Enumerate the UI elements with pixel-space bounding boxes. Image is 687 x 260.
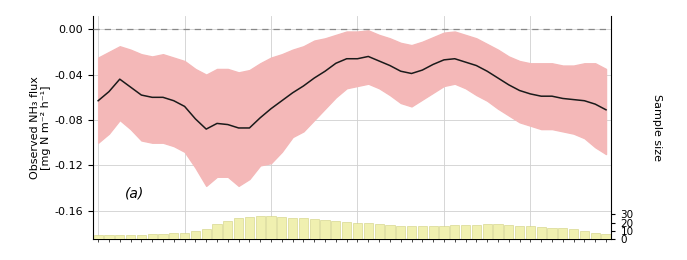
Bar xyxy=(191,231,200,239)
Bar xyxy=(201,229,211,239)
Bar xyxy=(363,223,373,239)
Bar xyxy=(429,226,438,239)
Bar xyxy=(115,235,124,239)
Bar xyxy=(148,234,157,239)
Bar xyxy=(569,229,578,239)
Bar xyxy=(591,232,600,239)
Bar xyxy=(320,220,330,239)
Bar xyxy=(342,222,351,239)
Bar xyxy=(310,219,319,239)
Bar xyxy=(212,224,222,239)
Bar xyxy=(472,225,481,239)
Bar xyxy=(234,218,243,239)
Bar xyxy=(450,225,460,239)
Bar xyxy=(104,235,113,239)
Bar xyxy=(331,221,341,239)
Bar xyxy=(601,234,611,239)
Bar xyxy=(267,216,275,239)
Bar xyxy=(418,226,427,239)
Bar xyxy=(396,226,405,239)
Bar xyxy=(493,224,503,239)
Bar xyxy=(93,235,103,239)
Bar xyxy=(407,226,416,239)
Bar xyxy=(374,224,384,239)
Bar xyxy=(580,231,589,239)
Bar xyxy=(548,228,556,239)
Bar xyxy=(288,218,297,239)
Bar xyxy=(180,232,189,239)
Y-axis label: Observed NH₃ flux
[mg N m⁻² h⁻¹]: Observed NH₃ flux [mg N m⁻² h⁻¹] xyxy=(30,76,52,179)
Bar xyxy=(245,217,254,239)
Bar xyxy=(526,226,535,239)
Bar xyxy=(126,235,135,239)
Bar xyxy=(461,225,470,239)
Bar xyxy=(504,225,513,239)
Bar xyxy=(137,235,146,239)
Y-axis label: Sample size: Sample size xyxy=(652,94,662,161)
Bar xyxy=(482,224,492,239)
Bar xyxy=(537,227,545,239)
Bar xyxy=(256,216,264,239)
Bar xyxy=(223,221,232,239)
Bar xyxy=(440,226,449,239)
Bar xyxy=(169,233,179,239)
Bar xyxy=(385,225,394,239)
Bar xyxy=(515,226,524,239)
Bar xyxy=(353,223,362,239)
Text: (a): (a) xyxy=(125,186,144,200)
Bar xyxy=(559,228,567,239)
Bar xyxy=(299,218,308,239)
Bar xyxy=(278,217,286,239)
Bar xyxy=(159,234,168,239)
